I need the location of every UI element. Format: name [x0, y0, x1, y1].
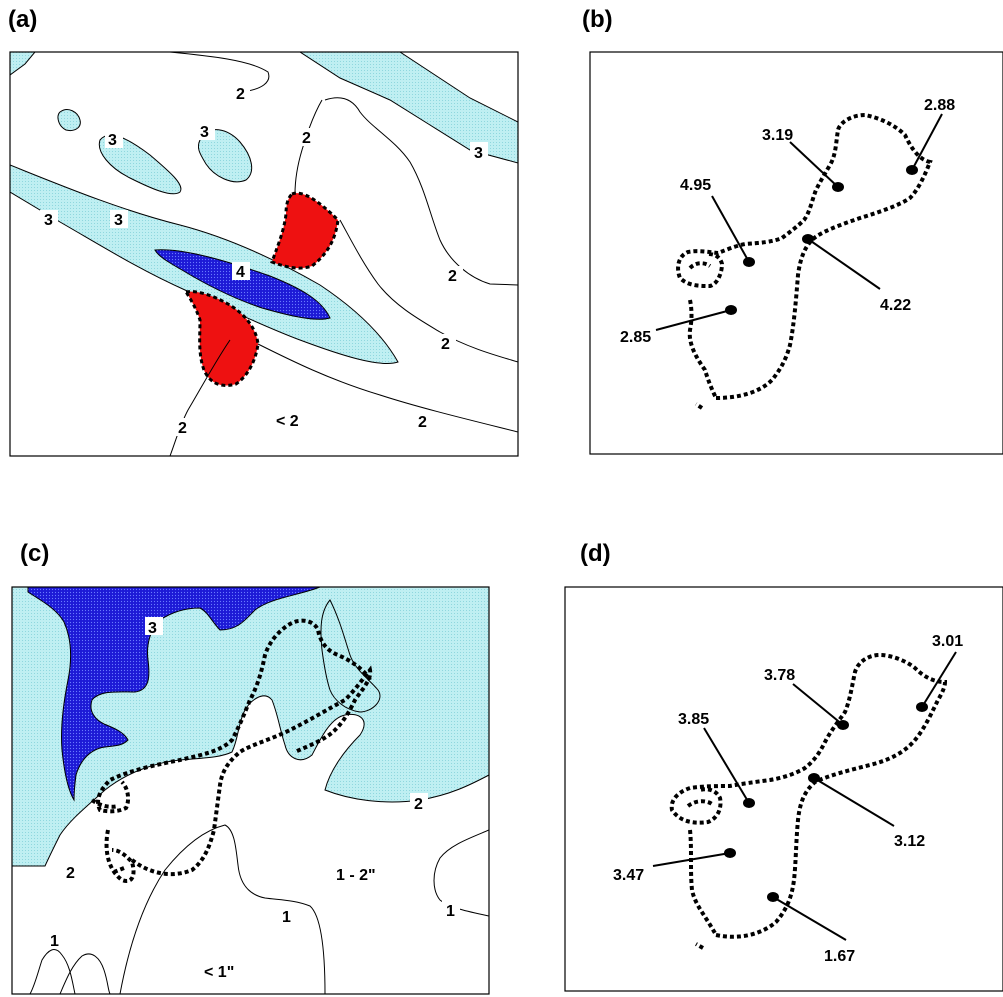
contour-label: 1 — [282, 909, 291, 926]
contour-label: 3 — [148, 620, 157, 637]
contour-label: 1 — [446, 903, 455, 920]
contour-label: 2 — [66, 865, 75, 882]
contour-label: < 1" — [204, 964, 234, 981]
point-value: 1.67 — [824, 948, 855, 965]
region-3-band-top — [299, 52, 518, 164]
panel-c-labels: 3 2 2 1 - 2" 1 1 1 < 1" — [46, 617, 460, 981]
panel-d-frame — [564, 586, 1003, 992]
panel-a-map — [10, 52, 518, 456]
red-area-upper — [270, 191, 340, 270]
contour-label: 3 — [474, 145, 483, 162]
panel-d-labels: 3.01 3.78 3.85 3.12 3.47 1.67 — [613, 633, 963, 965]
panel-b-frame — [589, 51, 1003, 455]
contour-label: 4 — [236, 264, 245, 281]
region-3-island-2 — [98, 134, 182, 195]
point-value: 3.78 — [764, 667, 795, 684]
contour-label: 2 — [236, 86, 245, 103]
contour-label: 2 — [448, 268, 457, 285]
region-3-island-3 — [197, 129, 253, 183]
contour-label: 2 — [418, 414, 427, 431]
panel-c-boundary — [90, 618, 373, 883]
panel-d-boundary — [669, 652, 948, 950]
contour-label: 2 — [302, 130, 311, 147]
contour-label: 3 — [108, 132, 117, 149]
panel-c-frame — [11, 586, 490, 995]
panel-b-points — [655, 113, 943, 331]
point-value: 2.85 — [620, 329, 651, 346]
panel-d-points — [652, 651, 957, 941]
panel-b-labels: 2.88 3.19 4.95 4.22 2.85 — [620, 97, 955, 346]
panel-b-boundary — [676, 112, 933, 410]
point-value: 4.22 — [880, 297, 911, 314]
panel-a-labels: 2 3 3 2 3 3 3 4 2 2 < 2 2 2 — [40, 84, 488, 437]
contour-label: 2 — [441, 336, 450, 353]
red-area-lower — [183, 290, 260, 387]
panel-c-label: (c) — [20, 540, 50, 567]
contour-label: 2 — [414, 796, 423, 813]
point-value: 3.01 — [932, 633, 963, 650]
region-3-island-1 — [57, 109, 81, 131]
panel-a-label: (a) — [8, 6, 38, 33]
region-3 — [27, 587, 321, 802]
contour-label: 3 — [44, 212, 53, 229]
contour-label: 3 — [200, 124, 209, 141]
point-value: 3.12 — [894, 833, 925, 850]
point-value: 3.47 — [613, 867, 644, 884]
contour-label: < 2 — [276, 413, 299, 430]
panel-b-label: (b) — [582, 6, 613, 33]
region-3-corner — [10, 52, 36, 76]
point-value: 2.88 — [924, 97, 955, 114]
contour-label: 2 — [178, 420, 187, 437]
panel-d-label: (d) — [580, 540, 611, 567]
panel-a-frame — [9, 51, 519, 457]
contour-label: 1 — [50, 933, 59, 950]
point-value: 3.19 — [762, 127, 793, 144]
point-value: 4.95 — [680, 177, 711, 194]
contour-label: 3 — [114, 212, 123, 229]
contour-label: 1 - 2" — [336, 867, 376, 884]
panel-c-map — [12, 587, 489, 994]
point-value: 3.85 — [678, 711, 709, 728]
